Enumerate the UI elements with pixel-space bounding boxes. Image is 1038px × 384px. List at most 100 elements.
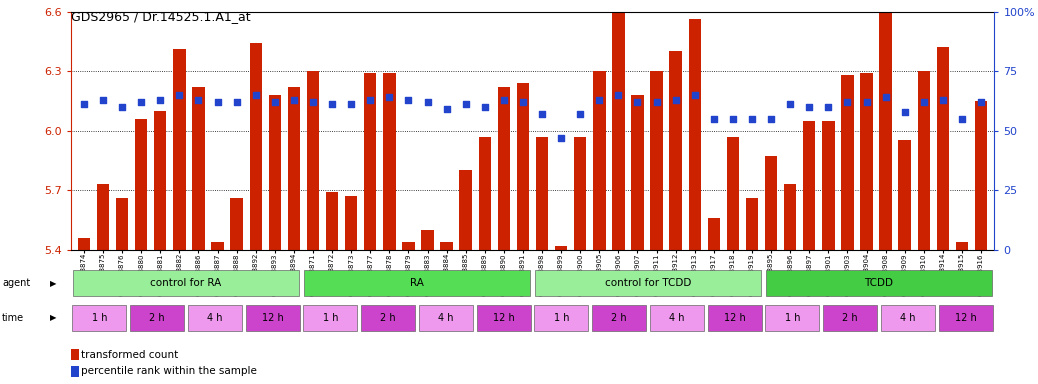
Bar [97, 184, 109, 384]
Bar [956, 242, 968, 384]
Point [495, 96, 512, 103]
Bar [460, 170, 472, 384]
Bar [708, 218, 720, 384]
Bar [765, 305, 819, 331]
Text: 4 h: 4 h [438, 313, 454, 323]
Point [267, 99, 283, 105]
Point [534, 111, 550, 117]
Point [343, 101, 359, 108]
Text: 2 h: 2 h [149, 313, 165, 323]
Point [305, 99, 322, 105]
Text: 2 h: 2 h [842, 313, 857, 323]
Bar [745, 198, 758, 384]
Bar [361, 305, 415, 331]
Bar [936, 47, 949, 384]
Bar [727, 137, 739, 384]
Text: RA: RA [410, 278, 424, 288]
Bar [307, 71, 320, 384]
Bar [130, 305, 184, 331]
Bar [555, 246, 568, 384]
Bar [402, 242, 414, 384]
Point [285, 96, 302, 103]
Bar [823, 305, 877, 331]
Text: ▶: ▶ [50, 313, 56, 322]
Bar [154, 111, 166, 384]
Text: 1 h: 1 h [91, 313, 107, 323]
Bar [593, 71, 605, 384]
Point [362, 96, 379, 103]
Point [381, 94, 398, 100]
Bar [421, 230, 434, 384]
Point [686, 92, 703, 98]
Point [916, 99, 932, 105]
Bar [479, 137, 491, 384]
Bar [440, 242, 453, 384]
Point [419, 99, 436, 105]
Point [324, 101, 340, 108]
Bar [574, 137, 586, 384]
Text: 12 h: 12 h [723, 313, 745, 323]
Bar [517, 83, 529, 384]
Point [515, 99, 531, 105]
Point [400, 96, 416, 103]
Point [171, 92, 188, 98]
Text: 1 h: 1 h [553, 313, 569, 323]
Text: 4 h: 4 h [900, 313, 916, 323]
Text: 1 h: 1 h [323, 313, 338, 323]
Bar [918, 71, 930, 384]
Bar [881, 305, 935, 331]
Point [839, 99, 855, 105]
Bar [246, 305, 300, 331]
Text: time: time [2, 313, 24, 323]
Bar [803, 121, 816, 384]
Text: 4 h: 4 h [670, 313, 685, 323]
Text: TCDD: TCDD [865, 278, 894, 288]
Point [476, 104, 493, 110]
Text: 4 h: 4 h [208, 313, 223, 323]
Point [114, 104, 131, 110]
Bar [784, 184, 796, 384]
Text: transformed count: transformed count [81, 349, 179, 359]
Bar [230, 198, 243, 384]
Bar [304, 270, 529, 296]
Bar [975, 101, 987, 384]
Text: percentile rank within the sample: percentile rank within the sample [81, 366, 257, 376]
Bar [631, 95, 644, 384]
Point [973, 99, 989, 105]
Bar [269, 95, 281, 384]
Text: GDS2965 / Dr.14525.1.A1_at: GDS2965 / Dr.14525.1.A1_at [71, 10, 250, 23]
Bar [476, 305, 530, 331]
Point [133, 99, 149, 105]
Text: control for RA: control for RA [151, 278, 222, 288]
Point [438, 106, 455, 112]
Point [897, 108, 913, 114]
Point [782, 101, 798, 108]
Point [801, 104, 818, 110]
Point [247, 92, 264, 98]
Bar [879, 5, 892, 384]
Point [667, 96, 684, 103]
Text: 12 h: 12 h [493, 313, 515, 323]
Point [572, 111, 589, 117]
Bar [899, 141, 911, 384]
Bar [612, 5, 625, 384]
Point [152, 96, 168, 103]
Point [591, 96, 607, 103]
Bar [116, 198, 129, 384]
Bar [326, 192, 338, 384]
Point [458, 101, 474, 108]
Bar [71, 349, 79, 360]
Bar [288, 87, 300, 384]
Bar [497, 87, 510, 384]
Point [629, 99, 646, 105]
Bar [345, 196, 357, 384]
Point [877, 94, 894, 100]
Bar [188, 305, 242, 331]
Bar [303, 305, 357, 331]
Bar [592, 305, 646, 331]
Point [820, 104, 837, 110]
Bar [74, 270, 299, 296]
Point [553, 135, 570, 141]
Point [743, 116, 760, 122]
Bar [651, 71, 663, 384]
